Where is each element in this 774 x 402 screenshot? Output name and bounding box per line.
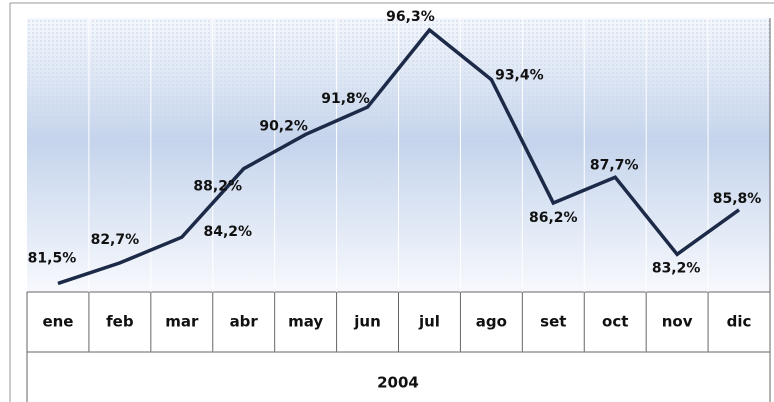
x-tick-label: mar (165, 313, 199, 331)
x-tick-label: dic (727, 313, 752, 331)
value-label: 93,4% (495, 68, 544, 84)
x-axis-label: 2004 (377, 374, 419, 392)
value-label: 81,5% (28, 250, 77, 266)
x-tick-label: jun (353, 313, 381, 331)
x-tick-label: may (288, 313, 323, 331)
value-label: 96,3% (386, 9, 435, 25)
value-label: 85,8% (713, 191, 762, 207)
value-label: 84,2% (204, 224, 253, 240)
value-label: 82,7% (91, 232, 140, 248)
x-tick-label: set (540, 313, 566, 331)
x-tick-label: oct (602, 313, 628, 331)
data-line (57, 27, 741, 286)
x-tick-label: feb (106, 313, 134, 331)
x-tick-label: ago (476, 313, 507, 331)
x-tick-label: nov (662, 313, 693, 331)
x-tick-label: ene (42, 313, 73, 331)
x-tick-label: abr (230, 313, 259, 331)
value-label: 91,8% (321, 91, 370, 107)
value-label: 87,7% (590, 157, 639, 173)
value-label: 90,2% (259, 118, 308, 134)
value-label: 88,2% (193, 179, 242, 195)
value-label: 86,2% (529, 210, 578, 226)
value-label: 83,2% (652, 260, 701, 276)
x-tick-label: jul (418, 313, 440, 331)
